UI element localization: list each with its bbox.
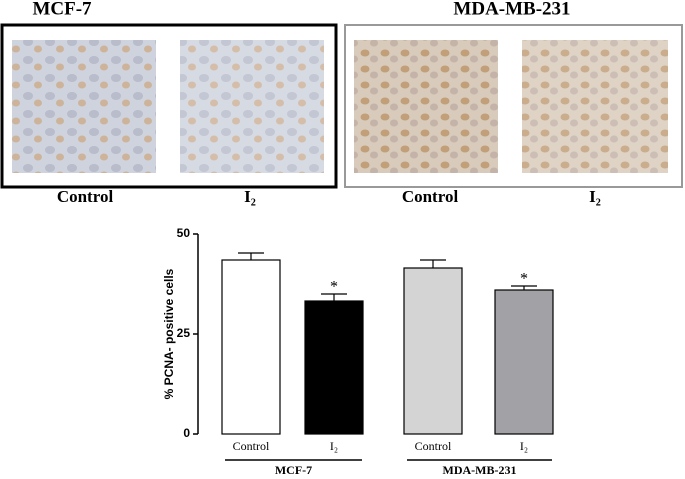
panel-title: MDA-MB-231 (453, 0, 570, 19)
x-tick-label: Control (233, 439, 270, 453)
x-tick-label: Control (415, 439, 452, 453)
image-label: I₂ (589, 187, 601, 206)
image-label: Control (57, 187, 114, 206)
micrograph (354, 40, 498, 173)
panel-frame (344, 24, 683, 188)
y-axis-label: % PCNA- positive cells (162, 268, 176, 399)
panel-frame (0, 23, 338, 189)
group-label: MDA-MB-231 (443, 463, 517, 477)
y-tick-label: 0 (183, 426, 190, 440)
image-label: Control (402, 187, 459, 206)
x-tick-label: I₂ (520, 439, 528, 453)
bar (494, 289, 554, 435)
bar (221, 259, 281, 435)
bar (304, 300, 364, 435)
image-label: I₂ (244, 187, 256, 206)
micrograph (12, 40, 156, 173)
micrograph (522, 40, 668, 173)
micrograph (180, 40, 324, 173)
y-tick-label: 50 (177, 226, 191, 240)
y-tick-label: 25 (177, 326, 191, 340)
bar (403, 267, 463, 435)
significance-mark: * (330, 279, 338, 296)
x-tick-label: I₂ (330, 439, 338, 453)
group-label: MCF-7 (275, 463, 312, 477)
panel-title: MCF-7 (32, 0, 92, 19)
significance-mark: * (520, 271, 528, 288)
